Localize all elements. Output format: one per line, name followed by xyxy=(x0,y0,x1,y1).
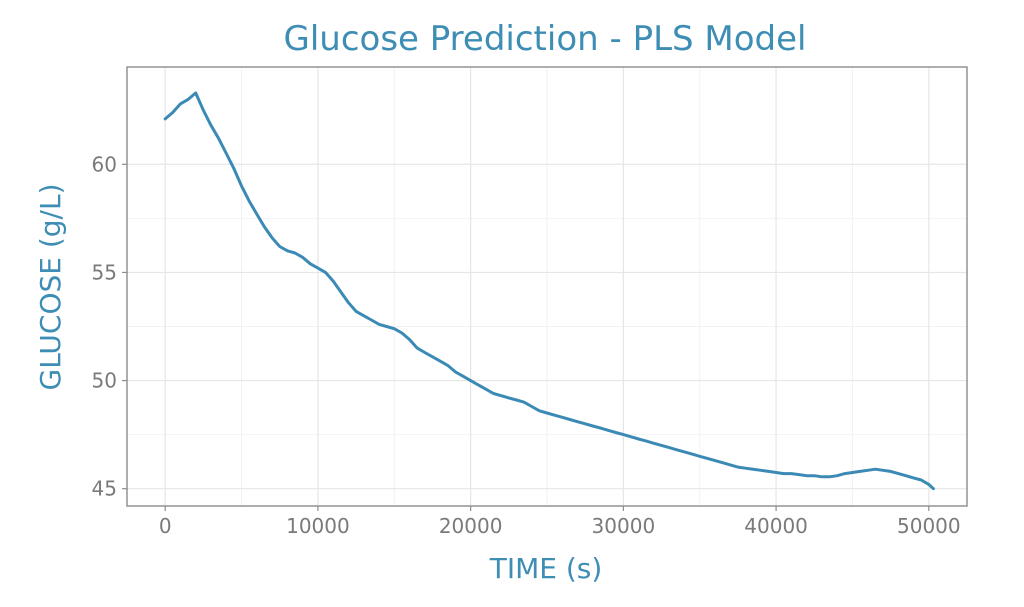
x-axis-title: TIME (s) xyxy=(489,552,603,585)
axis-ticks: 0 10000 20000 30000 40000 50000 45 50 55 60 xyxy=(92,152,961,538)
grid xyxy=(127,67,967,506)
x-tick-label: 10000 xyxy=(286,514,350,538)
y-tick-label: 60 xyxy=(92,152,117,176)
series-layer xyxy=(163,91,935,491)
x-tick-label: 40000 xyxy=(744,514,808,538)
x-tick-label: 0 xyxy=(159,514,172,538)
x-tick-label: 50000 xyxy=(897,514,961,538)
chart-title: Glucose Prediction - PLS Model xyxy=(284,19,807,59)
plot-panel xyxy=(126,66,968,507)
series-line-glucose xyxy=(163,91,935,491)
y-tick-label: 45 xyxy=(92,477,117,501)
y-tick-label: 50 xyxy=(92,369,117,393)
y-axis-title: GLUCOSE (g/L) xyxy=(34,183,67,390)
y-tick-label: 55 xyxy=(92,260,117,284)
x-tick-label: 20000 xyxy=(439,514,503,538)
x-tick-label: 30000 xyxy=(592,514,656,538)
